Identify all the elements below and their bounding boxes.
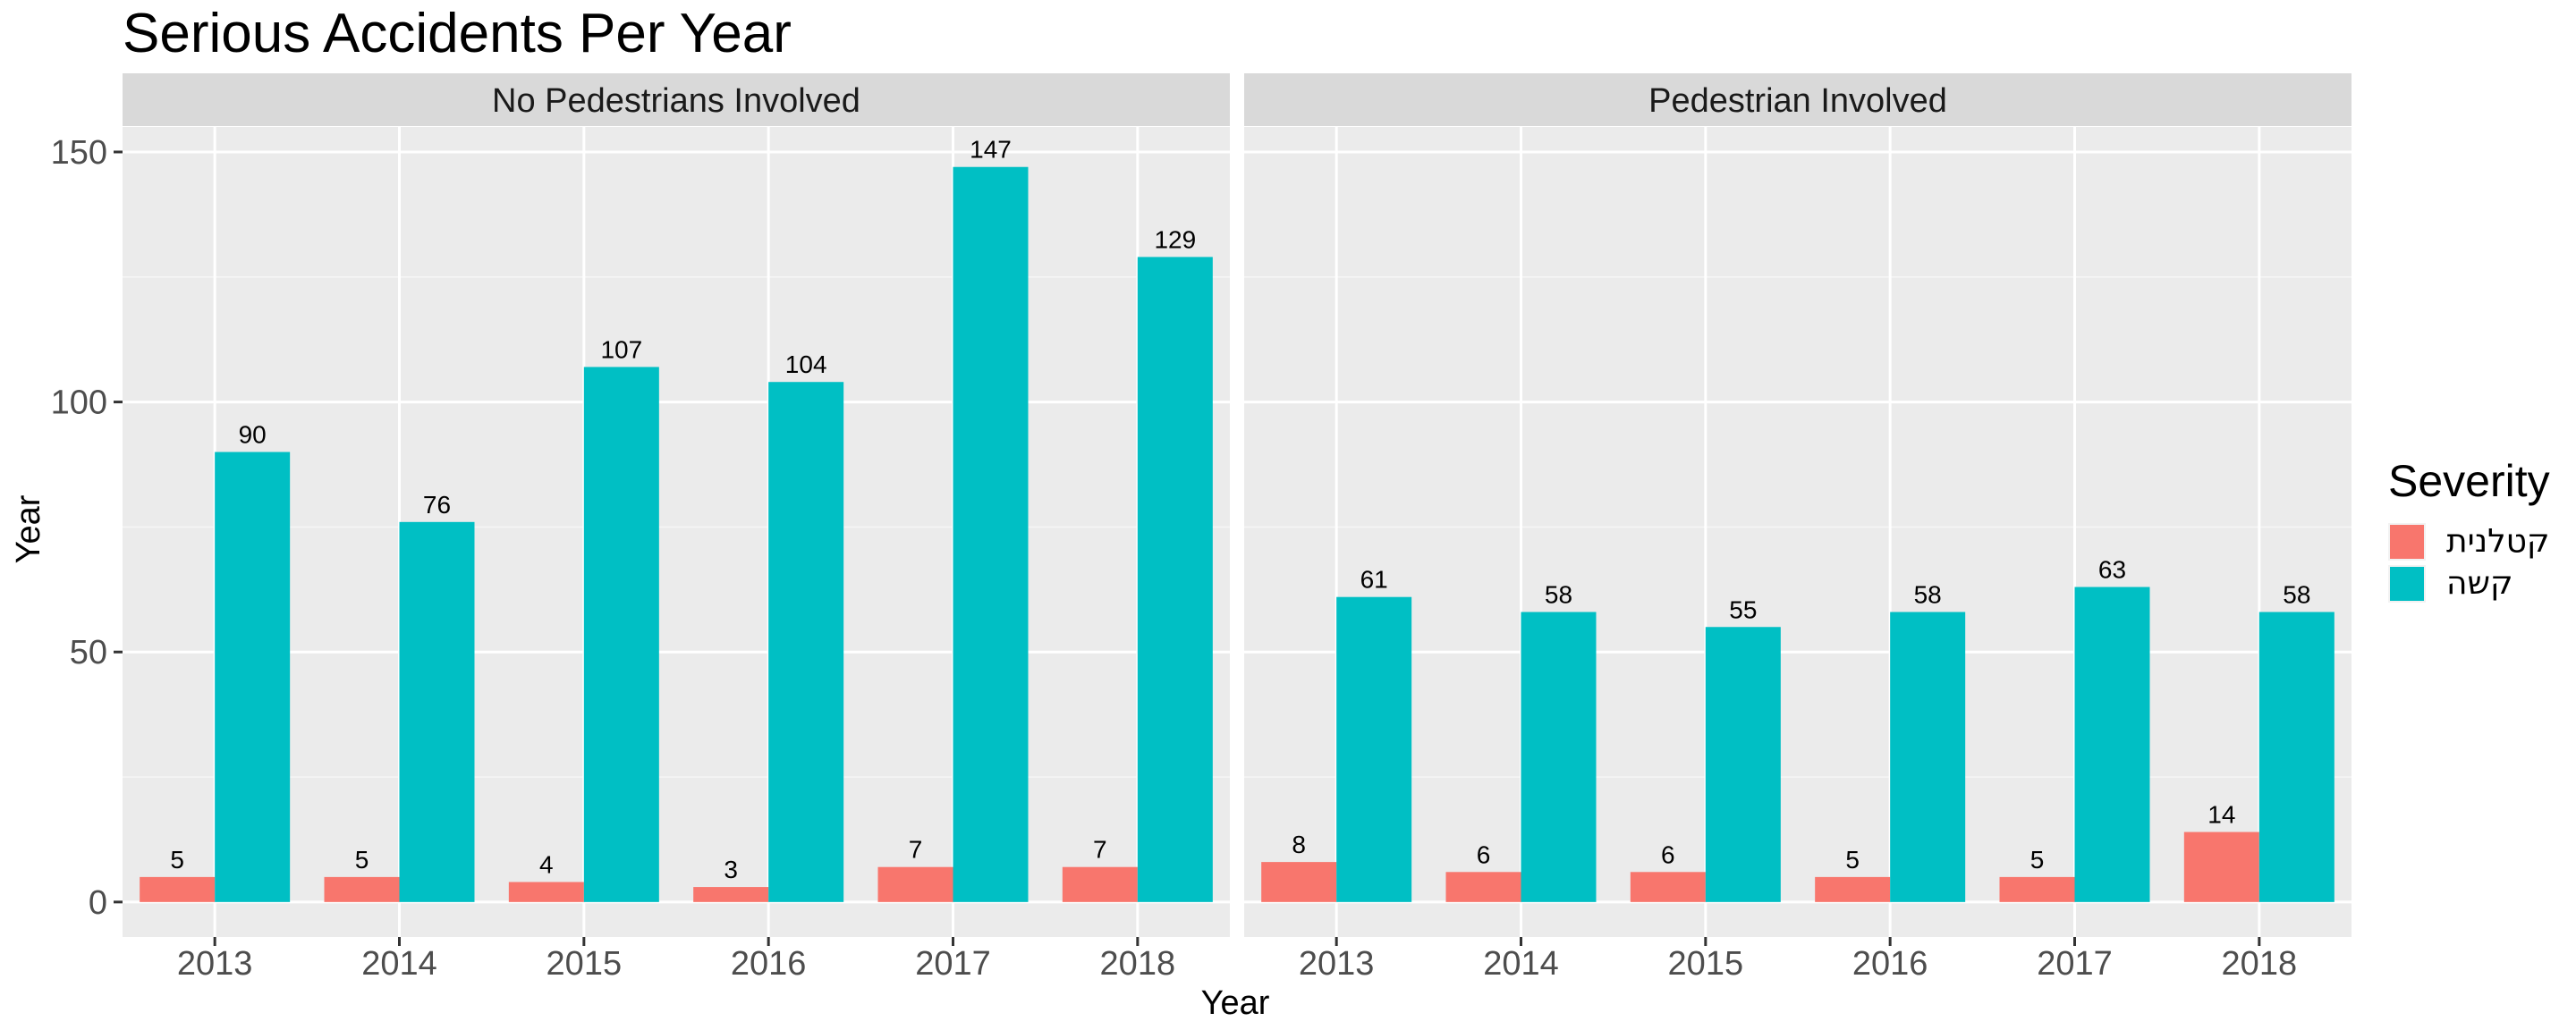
- x-tick-label-2015: 2015: [547, 945, 623, 983]
- bar-no-pedestrians-involved-2016-s1: [768, 382, 844, 902]
- bar-no-pedestrians-involved-2013-s1: [215, 452, 291, 902]
- bar-no-pedestrians-involved-2018-s1: [1137, 257, 1213, 902]
- data-label-pedestrian-involved-2013-s1: 61: [1360, 566, 1388, 594]
- data-label-pedestrian-involved-2015-s1: 55: [1729, 595, 1757, 623]
- legend-items: קטלנית קשה: [2388, 523, 2549, 603]
- data-label-no-pedestrians-involved-2017-s0: 7: [909, 836, 923, 864]
- data-label-no-pedestrians-involved-2016-s1: 104: [785, 350, 827, 378]
- data-label-no-pedestrians-involved-2017-s1: 147: [970, 136, 1012, 164]
- bar-no-pedestrians-involved-2017-s0: [877, 866, 953, 902]
- bar-pedestrian-involved-2014-s0: [1445, 872, 1521, 902]
- data-label-no-pedestrians-involved-2014-s0: 5: [355, 846, 369, 874]
- bar-pedestrian-involved-2018-s1: [2258, 612, 2334, 902]
- x-tick-label-2015: 2015: [1668, 945, 1744, 983]
- bar-no-pedestrians-involved-2014-s0: [324, 876, 400, 902]
- x-tick-label-2013: 2013: [1299, 945, 1375, 983]
- bar-no-pedestrians-involved-2015-s0: [508, 882, 584, 902]
- data-label-no-pedestrians-involved-2013-s0: 5: [170, 846, 184, 874]
- y-tick-label-0: 0: [89, 884, 107, 922]
- bar-pedestrian-involved-2015-s0: [1630, 872, 1706, 902]
- y-axis: 0 50 100 150: [51, 134, 123, 922]
- bar-no-pedestrians-involved-2014-s1: [399, 521, 475, 902]
- facet-strip: [1244, 73, 2351, 126]
- y-tick-label-150: 150: [51, 134, 107, 172]
- data-label-no-pedestrians-involved-2018-s0: 7: [1093, 836, 1107, 864]
- data-label-no-pedestrians-involved-2015-s0: 4: [539, 850, 554, 878]
- bar-pedestrian-involved-2017-s1: [2074, 587, 2150, 902]
- legend-title: Severity: [2388, 456, 2550, 506]
- bar-no-pedestrians-involved-2018-s0: [1062, 866, 1138, 902]
- facet-strip: [123, 73, 1230, 126]
- data-label-pedestrian-involved-2013-s0: 8: [1292, 831, 1306, 858]
- data-label-pedestrian-involved-2017-s0: 5: [2030, 846, 2045, 874]
- panel-background: [1244, 127, 2351, 937]
- bar-pedestrian-involved-2015-s1: [1705, 627, 1781, 902]
- y-tick-label-100: 100: [51, 384, 107, 422]
- legend-key-0: [2390, 525, 2424, 559]
- data-label-no-pedestrians-involved-2016-s0: 3: [724, 856, 738, 883]
- chart-title: Serious Accidents Per Year: [123, 3, 792, 64]
- data-label-pedestrian-involved-2014-s0: 6: [1477, 840, 1491, 868]
- bar-no-pedestrians-involved-2013-s0: [140, 876, 216, 902]
- bar-pedestrian-involved-2013-s0: [1261, 862, 1337, 902]
- bar-pedestrian-involved-2016-s1: [1890, 612, 1966, 902]
- bar-pedestrian-involved-2017-s0: [1999, 876, 2075, 902]
- data-label-pedestrian-involved-2015-s0: 6: [1661, 840, 1675, 868]
- data-label-pedestrian-involved-2016-s0: 5: [1845, 846, 1860, 874]
- data-label-pedestrian-involved-2018-s0: 14: [2207, 801, 2235, 829]
- legend-label-0: קטלנית: [2446, 523, 2549, 560]
- bar-no-pedestrians-involved-2016-s0: [693, 887, 769, 902]
- bar-pedestrian-involved-2013-s1: [1336, 596, 1412, 902]
- bar-pedestrian-involved-2016-s0: [1815, 876, 1891, 902]
- x-tick-label-2016: 2016: [1852, 945, 1928, 983]
- x-tick-label-2016: 2016: [731, 945, 807, 983]
- facet-strip-label: No Pedestrians Involved: [492, 82, 860, 120]
- x-tick-label-2018: 2018: [2222, 945, 2298, 983]
- x-tick-label-2014: 2014: [361, 945, 437, 983]
- facet-strip-label: Pedestrian Involved: [1648, 82, 1947, 120]
- x-tick-label-2018: 2018: [1100, 945, 1176, 983]
- x-tick-label-2013: 2013: [177, 945, 253, 983]
- legend-key-1: [2390, 567, 2424, 601]
- x-tick-label-2014: 2014: [1483, 945, 1559, 983]
- bar-pedestrian-involved-2018-s0: [2183, 832, 2259, 902]
- panel-no-pedestrians-involved: No Pedestrians Involved 5 5 4 3 7 7 90 76 107 104 1…: [123, 73, 1230, 983]
- data-label-pedestrian-involved-2017-s1: 63: [2098, 556, 2126, 584]
- data-label-pedestrian-involved-2016-s1: 58: [1914, 580, 1942, 608]
- data-label-no-pedestrians-involved-2018-s1: 129: [1154, 225, 1196, 253]
- x-tick-label-2017: 2017: [2037, 945, 2113, 983]
- y-axis-title: Year: [10, 494, 47, 563]
- x-tick-label-2017: 2017: [915, 945, 991, 983]
- panel-background: [123, 127, 1230, 937]
- data-label-pedestrian-involved-2018-s1: 58: [2283, 580, 2310, 608]
- y-tick-label-50: 50: [70, 634, 107, 671]
- legend: Severity קטלנית קשה: [2388, 456, 2550, 603]
- legend-label-1: קשה: [2446, 565, 2513, 602]
- data-label-no-pedestrians-involved-2014-s1: 76: [423, 491, 451, 519]
- data-label-no-pedestrians-involved-2015-s1: 107: [600, 335, 642, 363]
- x-axis-title: Year: [1201, 984, 1270, 1022]
- bar-no-pedestrians-involved-2017-s1: [953, 166, 1029, 902]
- data-label-pedestrian-involved-2014-s1: 58: [1545, 580, 1572, 608]
- bar-no-pedestrians-involved-2015-s1: [583, 367, 659, 902]
- data-label-no-pedestrians-involved-2013-s1: 90: [239, 421, 267, 449]
- bar-pedestrian-involved-2014-s1: [1521, 612, 1597, 902]
